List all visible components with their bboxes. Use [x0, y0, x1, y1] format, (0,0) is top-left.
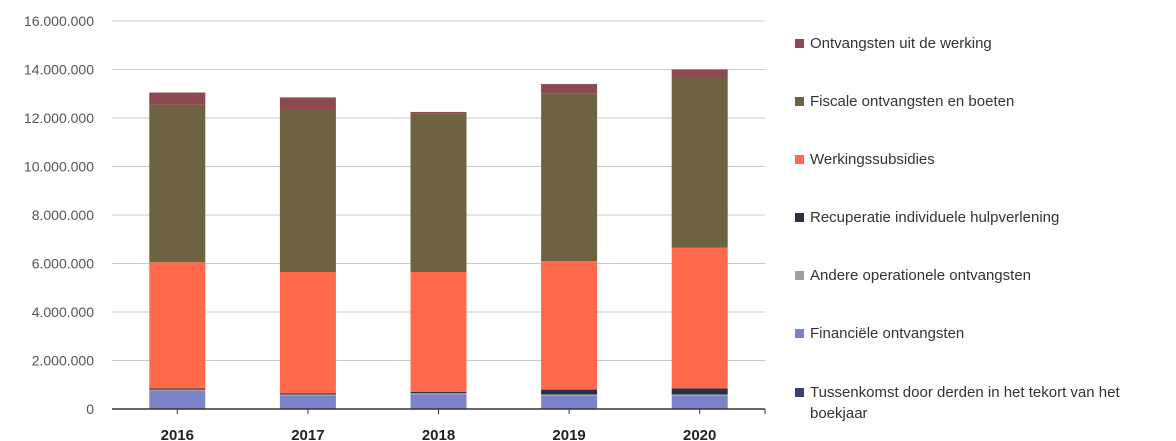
bar-segment — [410, 111, 467, 114]
bar-segment — [279, 109, 336, 272]
legend-item: Recuperatie individuele hulpverlening — [795, 207, 1173, 228]
legend-item: Fiscale ontvangsten en boeten — [795, 91, 1173, 112]
bar-segment — [279, 394, 336, 396]
bar-segment — [410, 394, 467, 409]
bar-segment — [671, 388, 728, 395]
x-tick-label: 2019 — [552, 427, 585, 441]
legend-swatch — [795, 213, 804, 222]
legend-swatch — [795, 388, 804, 397]
bar-segment — [671, 77, 728, 248]
y-tick-label: 4.000.000 — [32, 304, 94, 320]
legend-swatch — [795, 39, 804, 48]
legend-item: Ontvangsten uit de werking — [795, 33, 1173, 54]
legend: Ontvangsten uit de werking Fiscale ontvan… — [795, 0, 1176, 441]
legend-item: Andere operationele ontvangsten — [795, 265, 1173, 286]
x-tick-label: 2016 — [161, 427, 194, 441]
bar-segment — [410, 113, 467, 272]
y-tick-label: 6.000.000 — [32, 256, 94, 272]
bar-segment — [541, 395, 598, 409]
bar-segment — [410, 271, 467, 393]
legend-label: Tussenkomst door derden in het tekort va… — [810, 384, 1120, 422]
y-tick-labels: 0 2.000.000 4.000.000 6.000.000 8.000.000 10.… — [24, 13, 94, 417]
bar-segment — [541, 93, 598, 262]
bar-segment — [149, 104, 206, 263]
legend-item: Tussenkomst door derden in het tekort va… — [795, 382, 1173, 424]
bar-segment — [541, 261, 598, 390]
bar-segment — [279, 395, 336, 409]
y-tick-label: 8.000.000 — [32, 207, 94, 223]
x-tick-labels: 2016 2017 2018 2019 2020 — [161, 427, 717, 441]
y-tick-label: 2.000.000 — [32, 353, 94, 369]
y-tick-label: 16.000.000 — [24, 13, 94, 29]
x-tick-label: 2020 — [683, 427, 716, 441]
y-tick-label: 0 — [86, 401, 94, 417]
y-tick-label: 12.000.000 — [24, 110, 94, 126]
legend-swatch — [795, 329, 804, 338]
legend-item: Werkingssubsidies — [795, 149, 1173, 170]
bar-segment — [149, 390, 206, 409]
axes — [112, 408, 766, 414]
bar-segment — [279, 97, 336, 110]
bar-segment — [149, 262, 206, 389]
bar-segment — [671, 247, 728, 389]
legend-label: Recuperatie individuele hulpverlening — [810, 209, 1060, 226]
bar-segment — [671, 69, 728, 78]
legend-swatch — [795, 271, 804, 280]
legend-label: Fiscale ontvangsten en boeten — [810, 93, 1015, 110]
bar-segment — [410, 393, 467, 395]
x-tick-label: 2018 — [422, 427, 455, 441]
legend-item: Financiële ontvangsten — [795, 323, 1173, 344]
stacked-bar-chart: 0 2.000.000 4.000.000 6.000.000 8.000.000 10.… — [24, 13, 766, 441]
bar-segment — [279, 393, 336, 395]
legend-label: Werkingssubsidies — [810, 151, 935, 168]
bar-segment — [149, 92, 206, 105]
bar-segment — [541, 84, 598, 94]
legend-label: Ontvangsten uit de werking — [810, 35, 992, 52]
legend-label: Financiële ontvangsten — [810, 325, 965, 342]
y-tick-label: 14.000.000 — [24, 62, 94, 78]
legend-swatch — [795, 97, 804, 106]
bar-segment — [671, 394, 728, 396]
x-tick-label: 2017 — [291, 427, 324, 441]
bar-segment — [541, 394, 598, 396]
y-tick-label: 10.000.000 — [24, 159, 94, 175]
bar-segment — [279, 271, 336, 394]
bar-segment — [410, 392, 467, 394]
bar-segment — [149, 389, 206, 391]
bar-segment — [541, 389, 598, 395]
legend-swatch — [795, 155, 804, 164]
bar-segment — [149, 388, 206, 390]
bars — [149, 69, 728, 409]
bar-segment — [671, 395, 728, 409]
legend-label: Andere operationele ontvangsten — [810, 267, 1032, 284]
